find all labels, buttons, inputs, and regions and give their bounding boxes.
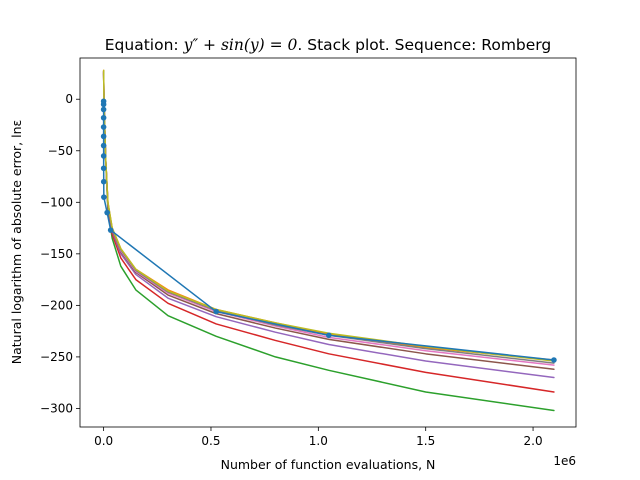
scatter-point — [100, 124, 107, 130]
x-tick-label: 0.5 — [201, 434, 220, 448]
scatter-point — [213, 308, 219, 315]
y-tick-label: −100 — [40, 195, 73, 209]
scatter-point — [100, 133, 107, 140]
y-axis-label: Natural logarithm of absolute error, lnε — [9, 120, 24, 364]
y-tick-label: −150 — [40, 247, 73, 261]
chart-title-equation: y″ + sin(y) = 0 — [183, 36, 298, 54]
scatter-point — [100, 106, 107, 113]
scatter-point — [551, 357, 557, 363]
x-tick-label: 2.0 — [524, 434, 543, 448]
chart-title-suffix: . Stack plot. Sequence: Romberg — [297, 36, 551, 54]
x-tick-label: 0.0 — [94, 434, 113, 448]
scatter-point — [100, 142, 107, 149]
chart-title: Equation: y″ + sin(y) = 0. Stack plot. S… — [105, 36, 551, 54]
x-axis-label: Number of function evaluations, N — [221, 457, 436, 472]
scatter-point — [101, 194, 107, 200]
y-tick-label: −250 — [40, 350, 73, 364]
x-tick-label: 1.0 — [309, 434, 328, 448]
scatter-connector-line — [102, 101, 555, 361]
y-tick-label: 0 — [65, 92, 73, 106]
x-tick-label: 1.5 — [416, 434, 435, 448]
y-tick-label: −200 — [40, 298, 73, 312]
plot-area — [80, 58, 576, 427]
plot-frame — [79, 57, 577, 428]
x-axis-offset-label: 1e6 — [553, 454, 576, 468]
scatter-point — [100, 178, 107, 185]
scatter-point — [104, 209, 110, 216]
x-axis-ticks: 0.0 0.5 1.0 1.5 2.0 — [94, 427, 543, 448]
scatter-point — [325, 332, 332, 339]
y-axis-ticks: 0 −50 −100 −150 −200 −250 −300 — [40, 92, 80, 415]
y-tick-label: −300 — [40, 401, 73, 415]
scatter-point — [100, 153, 107, 159]
scatter-point — [107, 227, 114, 233]
scatter-point — [100, 101, 107, 108]
scatter-point — [100, 114, 107, 121]
chart-title-prefix: Equation: — [105, 36, 184, 54]
scatter-layer — [100, 98, 557, 363]
scatter-point — [100, 165, 107, 172]
y-tick-label: −50 — [48, 144, 73, 158]
